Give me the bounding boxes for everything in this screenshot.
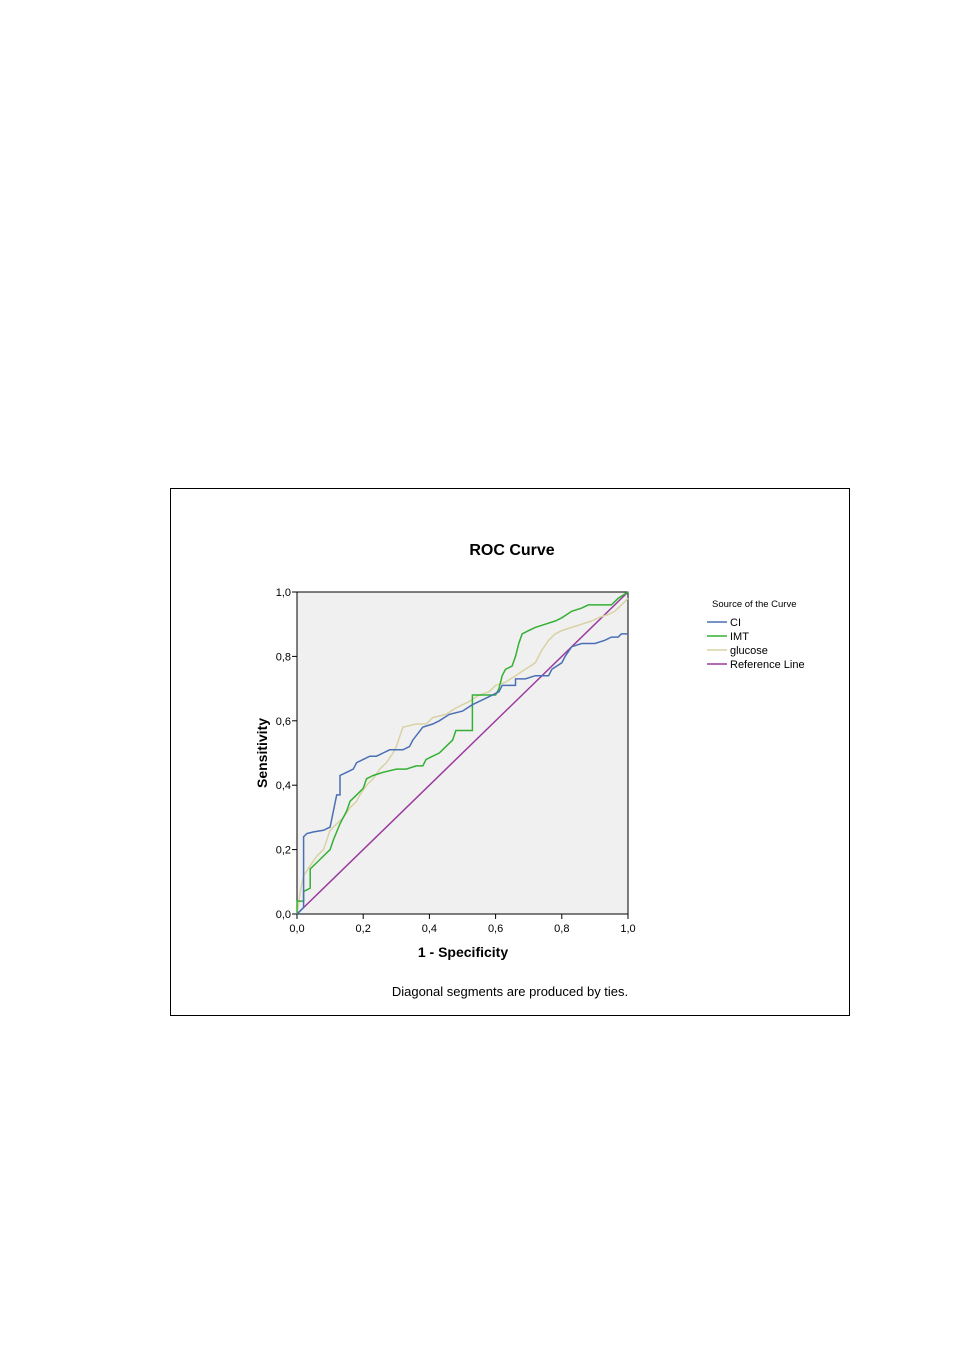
series-lines xyxy=(296,591,629,915)
legend-label: CI xyxy=(730,617,741,629)
y-tick-label: 0,2 xyxy=(276,845,291,857)
x-tick-label: 0,6 xyxy=(488,923,503,935)
y-tick-label: 1,0 xyxy=(276,587,291,599)
y-axis-title: Sensitivity xyxy=(254,718,270,788)
chart-footnote: Diagonal segments are produced by ties. xyxy=(392,984,628,999)
y-tick-label: 0,8 xyxy=(276,651,291,663)
y-tick-label: 0,0 xyxy=(276,909,291,921)
series-line-ci xyxy=(296,633,628,915)
x-tick-label: 0,8 xyxy=(554,923,569,935)
axis-ticks: 0,0 0,2 0,4 0,6 0,8 1,0 0,0 0,2 0,4 0,6 0,8 1,0 xyxy=(276,587,636,935)
legend-label: Reference Line xyxy=(730,659,805,671)
series-line-glucose xyxy=(296,597,629,915)
x-tick-label: 0,2 xyxy=(356,923,371,935)
series-line-imt xyxy=(296,591,629,914)
y-tick-label: 0,6 xyxy=(276,716,291,728)
roc-chart: ROC Curve 0,0 0,2 0,4 0,6 0,8 1,0 0,0 0,2 0,4 0,6… xyxy=(254,542,805,999)
chart-title: ROC Curve xyxy=(469,542,554,559)
x-tick-label: 0,0 xyxy=(289,923,304,935)
legend-title: Source of the Curve xyxy=(712,599,797,610)
x-tick-label: 0,4 xyxy=(422,923,437,935)
x-tick-label: 1,0 xyxy=(620,923,635,935)
x-axis-title: 1 - Specificity xyxy=(418,944,508,960)
legend-label: IMT xyxy=(730,631,749,643)
roc-figure-frame: ROC Curve 0,0 0,2 0,4 0,6 0,8 1,0 0,0 0,2 0,4 0,6… xyxy=(170,488,850,1016)
legend-label: glucose xyxy=(730,645,768,657)
y-tick-label: 0,4 xyxy=(276,780,291,792)
legend: Source of the Curve CI IMT glucose Referenc… xyxy=(707,599,805,671)
